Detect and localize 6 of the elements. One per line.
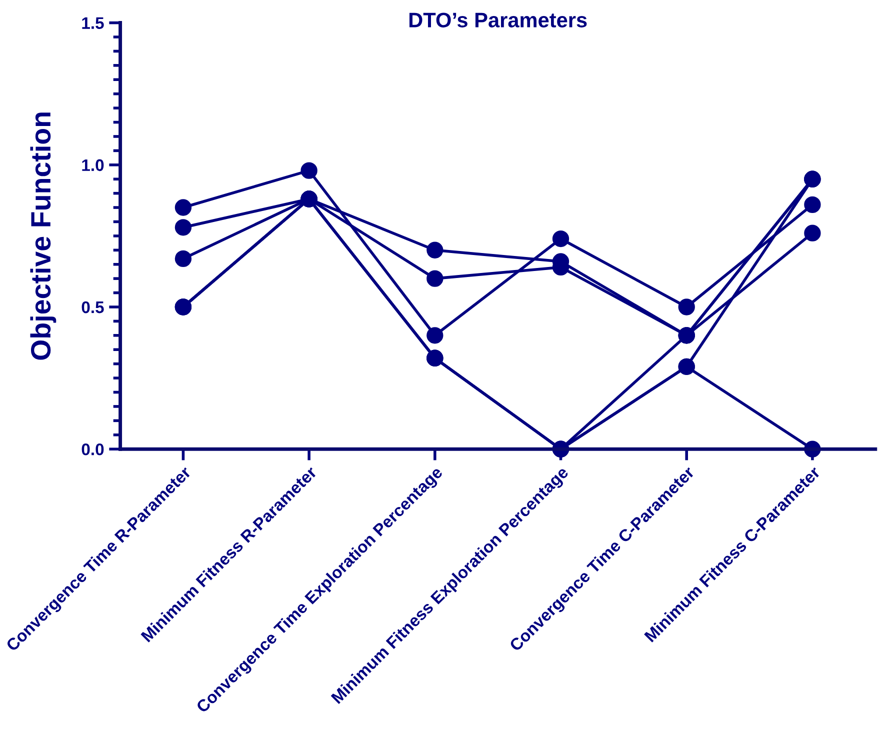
- y-tick-label: 1.0: [82, 159, 104, 172]
- y-tick-label: 0.0: [82, 443, 104, 456]
- chart-title: DTO’s Parameters: [409, 12, 587, 28]
- y-axis-title: Objective Function: [30, 112, 56, 360]
- y-tick-label: 0.5: [82, 301, 104, 314]
- y-tick-label: 1.5: [82, 17, 104, 29]
